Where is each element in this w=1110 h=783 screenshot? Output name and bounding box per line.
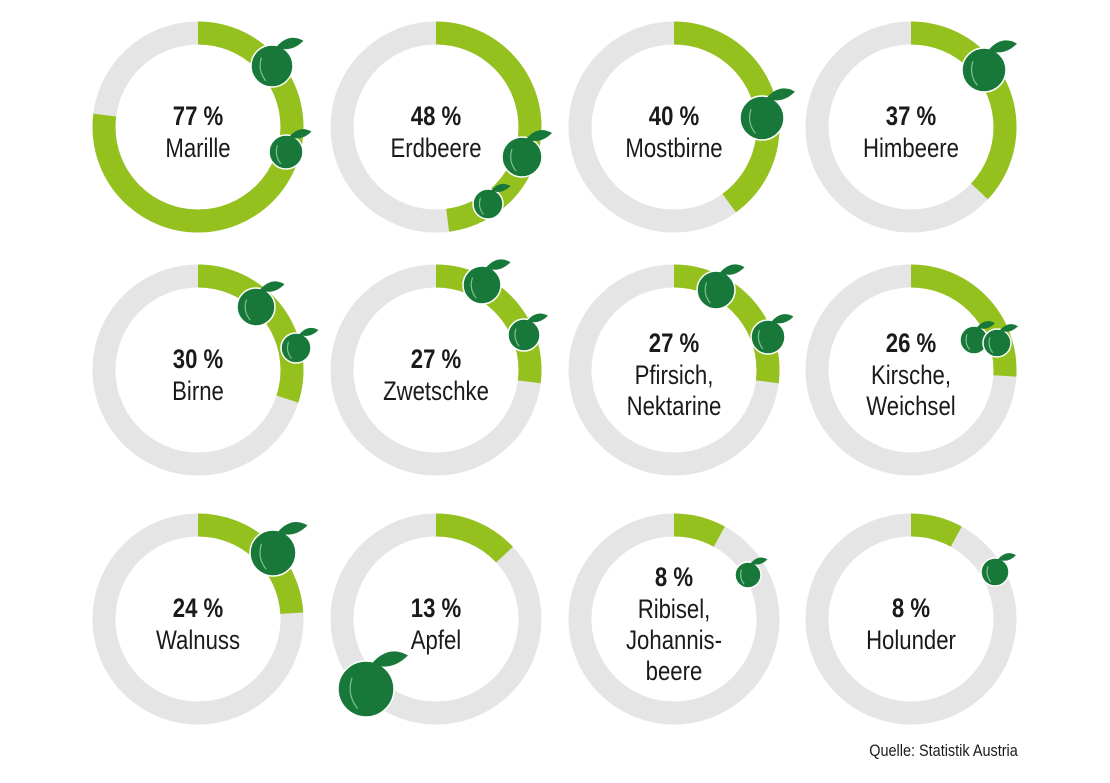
donut-percent: 26 % (885, 328, 937, 358)
donut-label: 8 % Holunder (837, 591, 985, 656)
donut-value-arc (568, 513, 780, 725)
donut-value-arc (92, 21, 304, 233)
donut-label: 13 % Apfel (362, 591, 510, 656)
cherry-icon (959, 321, 995, 355)
donut-label: 77 % Marille (124, 99, 272, 164)
donut-category: Walnuss (155, 624, 241, 655)
apricot-icon (250, 37, 304, 88)
perry-pear-icon (739, 88, 795, 141)
donut-percent: 8 % (654, 561, 694, 592)
donut-category: Himbeere (863, 132, 959, 163)
pear-icon (280, 327, 319, 364)
donut-value-arc (568, 264, 780, 476)
donut-label: 30 % Birne (124, 342, 272, 407)
apple-icon (337, 651, 408, 718)
donut-category: Mostbirne (625, 132, 723, 163)
donut-label: 37 % Himbeere (837, 99, 985, 164)
donut-category: Pfirsich, Nektarine (626, 360, 722, 421)
donut-kirsche (805, 264, 1017, 476)
donut-category: Ribisel, Johannis- beere (625, 593, 722, 686)
source-note: Quelle: Statistik Austria (869, 741, 1018, 760)
donut-value-arc (330, 513, 542, 725)
plum-icon (462, 259, 511, 305)
donut-ribisel (568, 513, 780, 725)
donut-apfel (330, 513, 542, 725)
donut-value-arc (92, 513, 304, 725)
donut-percent: 48 % (410, 100, 462, 131)
donut-label: 26 % Kirsche, Weichsel (837, 326, 985, 422)
cherry-icon (982, 324, 1018, 358)
donut-label: 27 % Pfirsich, Nektarine (600, 326, 748, 422)
donut-category: Birne (172, 375, 224, 406)
donut-label: 48 % Erdbeere (362, 99, 510, 164)
donut-erdbeere (330, 21, 542, 233)
donut-category: Holunder (866, 624, 956, 655)
donut-percent: 37 % (885, 100, 937, 131)
donut-label: 8 % Ribisel, Johannis- beere (600, 560, 748, 687)
donut-value-arc (805, 264, 1017, 476)
donut-percent: 13 % (410, 592, 462, 623)
apricot-icon (268, 129, 312, 170)
elderberry-icon (980, 553, 1016, 587)
strawberry-icon (472, 183, 511, 220)
donut-percent: 8 % (891, 592, 931, 623)
donut-percent: 30 % (172, 343, 224, 374)
donut-value-arc (92, 264, 304, 476)
currant-icon (734, 557, 768, 589)
peach-icon (750, 314, 794, 355)
donut-value-arc (330, 21, 542, 233)
donut-label: 27 % Zwetschke (362, 342, 510, 407)
donut-percent: 40 % (648, 100, 700, 131)
donut-walnuss (92, 513, 304, 725)
donut-value-arc (805, 21, 1017, 233)
donut-category: Erdbeere (390, 132, 482, 163)
donut-himbeere (805, 21, 1017, 233)
donut-percent: 77 % (172, 100, 224, 131)
donut-category: Apfel (410, 624, 462, 655)
donut-value-arc (330, 264, 542, 476)
strawberry-icon (501, 130, 552, 178)
donut-category: Marille (165, 132, 231, 163)
donut-percent: 27 % (648, 328, 700, 358)
walnut-icon (249, 522, 308, 577)
donut-percent: 24 % (172, 592, 224, 623)
plum-icon (507, 313, 548, 352)
donut-value-arc (805, 513, 1017, 725)
donut-zwetschke (330, 264, 542, 476)
donut-percent: 27 % (410, 343, 462, 374)
pear-icon (236, 281, 285, 327)
donut-label: 40 % Mostbirne (600, 99, 748, 164)
donut-category: Zwetschke (383, 375, 489, 406)
donut-label: 24 % Walnuss (124, 591, 272, 656)
donut-category: Kirsche, Weichsel (866, 360, 956, 421)
donut-holunder (805, 513, 1017, 725)
peach-icon (696, 264, 745, 310)
raspberry-icon (961, 40, 1017, 93)
donut-pfirsich (568, 264, 780, 476)
donut-marille (92, 21, 304, 233)
donut-birne (92, 264, 304, 476)
